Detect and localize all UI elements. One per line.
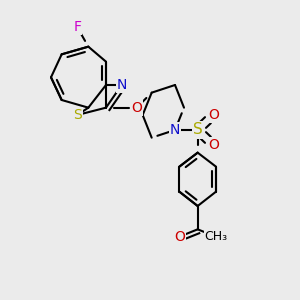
Text: N: N <box>116 78 127 92</box>
Text: N: N <box>170 123 180 137</box>
Text: O: O <box>131 101 142 115</box>
Text: F: F <box>73 20 81 34</box>
Text: S: S <box>73 108 82 122</box>
Text: O: O <box>208 138 219 152</box>
Text: S: S <box>193 122 202 137</box>
Text: O: O <box>174 230 185 244</box>
Text: O: O <box>208 108 219 122</box>
Text: CH₃: CH₃ <box>204 230 228 243</box>
